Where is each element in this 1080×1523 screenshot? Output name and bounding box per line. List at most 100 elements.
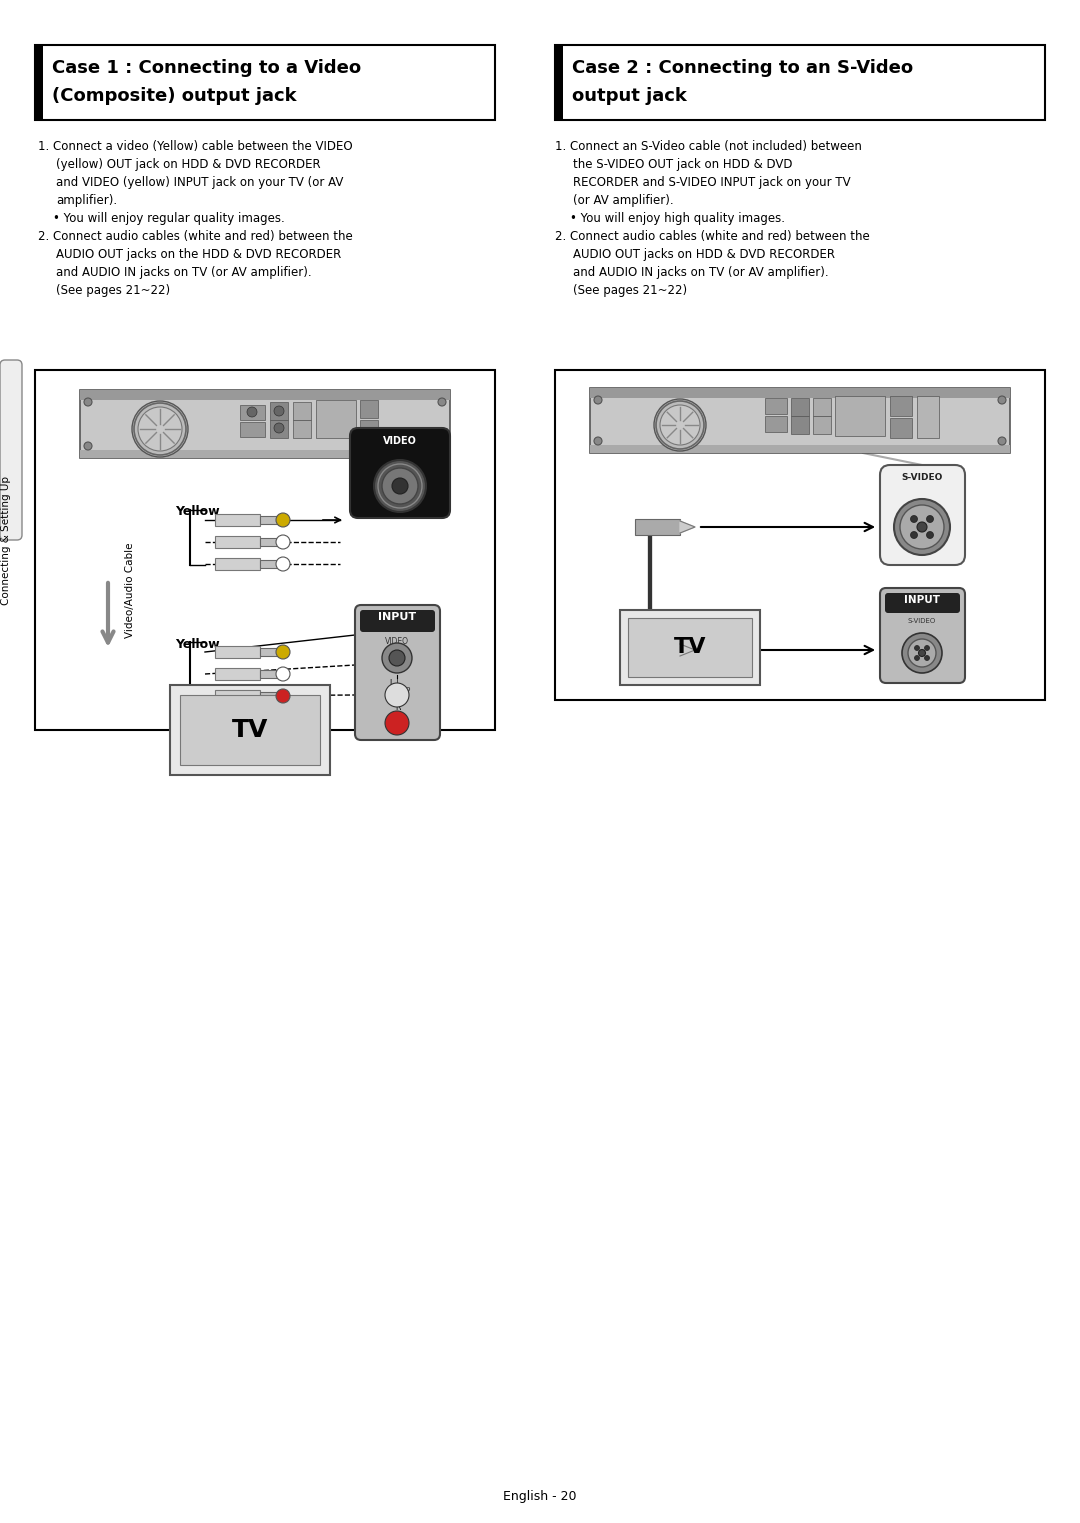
Circle shape [927, 532, 933, 539]
Circle shape [915, 655, 919, 661]
Text: Connecting & Setting Up: Connecting & Setting Up [1, 475, 11, 605]
Circle shape [900, 506, 944, 548]
Text: 1. Connect a video (Yellow) cable between the VIDEO: 1. Connect a video (Yellow) cable betwee… [38, 140, 353, 152]
Text: output jack: output jack [572, 87, 687, 105]
Bar [360, 401, 378, 417]
Bar [80, 390, 450, 401]
Bar [35, 46, 43, 120]
Text: Case 1 : Connecting to a Video: Case 1 : Connecting to a Video [52, 59, 361, 78]
Bar [260, 560, 278, 568]
Circle shape [908, 640, 936, 667]
Circle shape [917, 522, 927, 532]
FancyBboxPatch shape [350, 428, 450, 518]
Text: and VIDEO (yellow) INPUT jack on your TV (or AV: and VIDEO (yellow) INPUT jack on your TV… [56, 177, 343, 189]
Bar [270, 420, 288, 439]
Circle shape [894, 500, 950, 554]
Circle shape [392, 478, 408, 493]
Text: (or AV amplifier).: (or AV amplifier). [573, 193, 674, 207]
Circle shape [84, 398, 92, 407]
Circle shape [438, 442, 446, 449]
Circle shape [276, 688, 291, 704]
Bar [791, 398, 809, 416]
Bar [627, 618, 752, 678]
Text: S-VIDEO: S-VIDEO [902, 474, 943, 481]
Bar [35, 46, 495, 120]
Circle shape [910, 515, 918, 522]
Circle shape [918, 649, 926, 656]
Circle shape [84, 442, 92, 449]
Circle shape [247, 407, 257, 417]
Text: 1. Connect an S-Video cable (not included) between: 1. Connect an S-Video cable (not include… [555, 140, 862, 152]
FancyBboxPatch shape [360, 611, 435, 632]
Circle shape [915, 646, 919, 650]
Circle shape [384, 711, 409, 736]
Circle shape [438, 398, 446, 407]
Bar [260, 647, 278, 656]
Circle shape [274, 407, 284, 416]
Text: (yellow) OUT jack on HDD & DVD RECORDER: (yellow) OUT jack on HDD & DVD RECORDER [56, 158, 321, 171]
Bar [293, 402, 311, 420]
FancyBboxPatch shape [880, 465, 966, 565]
Circle shape [374, 460, 426, 512]
Text: L: L [389, 679, 393, 688]
Bar [80, 390, 450, 458]
Text: |: | [395, 679, 399, 688]
Bar [890, 417, 912, 439]
Bar [215, 646, 260, 658]
Text: Video/Audio Cable: Video/Audio Cable [125, 542, 135, 638]
Text: 2. Connect audio cables (white and red) between the: 2. Connect audio cables (white and red) … [555, 230, 869, 244]
Circle shape [389, 650, 405, 666]
Text: TV: TV [232, 717, 268, 742]
Circle shape [132, 401, 188, 457]
Circle shape [274, 423, 284, 433]
Text: R: R [395, 704, 401, 711]
Polygon shape [680, 644, 696, 656]
Circle shape [902, 634, 942, 673]
Circle shape [276, 513, 291, 527]
Bar [590, 388, 1010, 398]
Circle shape [594, 396, 602, 404]
Circle shape [660, 405, 700, 445]
Bar [260, 691, 278, 701]
Text: VIDEO: VIDEO [384, 637, 409, 646]
Text: Yellow: Yellow [175, 638, 219, 650]
Text: INPUT: INPUT [904, 595, 940, 605]
Text: 2. Connect audio cables (white and red) between the: 2. Connect audio cables (white and red) … [38, 230, 353, 244]
Text: TV: TV [674, 637, 706, 656]
Circle shape [276, 557, 291, 571]
Polygon shape [680, 521, 696, 533]
Bar [293, 420, 311, 439]
Bar [555, 46, 563, 120]
Text: (See pages 21~22): (See pages 21~22) [573, 283, 687, 297]
Bar [590, 445, 1010, 452]
Bar [635, 643, 680, 658]
Circle shape [654, 399, 706, 451]
Text: |: | [395, 696, 399, 705]
Bar [813, 416, 831, 434]
Circle shape [382, 643, 411, 673]
Bar [35, 370, 495, 730]
Circle shape [276, 535, 291, 548]
Bar [215, 536, 260, 548]
Circle shape [138, 407, 183, 451]
Bar [180, 694, 320, 765]
Text: (See pages 21~22): (See pages 21~22) [56, 283, 171, 297]
FancyBboxPatch shape [880, 588, 966, 682]
Text: and AUDIO IN jacks on TV (or AV amplifier).: and AUDIO IN jacks on TV (or AV amplifie… [56, 267, 312, 279]
Circle shape [998, 437, 1005, 445]
Bar [620, 611, 760, 685]
Bar [215, 690, 260, 702]
Bar [240, 422, 265, 437]
Circle shape [594, 437, 602, 445]
Bar [765, 398, 787, 414]
Bar [215, 557, 260, 570]
Text: Yellow: Yellow [175, 506, 219, 518]
Bar [555, 370, 1045, 701]
Circle shape [276, 646, 291, 659]
Text: VIDEO: VIDEO [383, 436, 417, 446]
Bar [215, 513, 260, 525]
Text: • You will enjoy regular quality images.: • You will enjoy regular quality images. [53, 212, 285, 225]
Bar [260, 516, 278, 524]
Bar [360, 420, 378, 439]
Bar [590, 388, 1010, 452]
